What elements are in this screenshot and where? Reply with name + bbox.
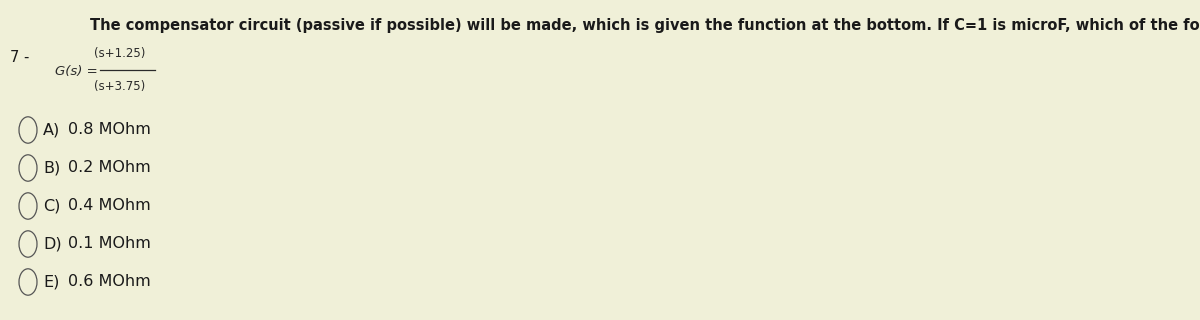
Text: (s+1.25): (s+1.25): [95, 47, 145, 60]
Text: 0.1 MOhm: 0.1 MOhm: [68, 236, 151, 252]
Text: C): C): [43, 198, 60, 213]
Text: E): E): [43, 275, 59, 290]
Text: G(s) =: G(s) =: [55, 66, 97, 78]
Text: D): D): [43, 236, 61, 252]
Text: B): B): [43, 161, 60, 175]
Text: 7 -: 7 -: [10, 50, 29, 65]
Text: 0.4 MOhm: 0.4 MOhm: [68, 198, 151, 213]
Text: 0.2 MOhm: 0.2 MOhm: [68, 161, 151, 175]
Text: (s+3.75): (s+3.75): [95, 80, 145, 93]
Text: A): A): [43, 123, 60, 138]
Text: 0.8 MOhm: 0.8 MOhm: [68, 123, 151, 138]
Text: The compensator circuit (passive if possible) will be made, which is given the f: The compensator circuit (passive if poss…: [90, 18, 1200, 33]
Text: 0.6 MOhm: 0.6 MOhm: [68, 275, 151, 290]
